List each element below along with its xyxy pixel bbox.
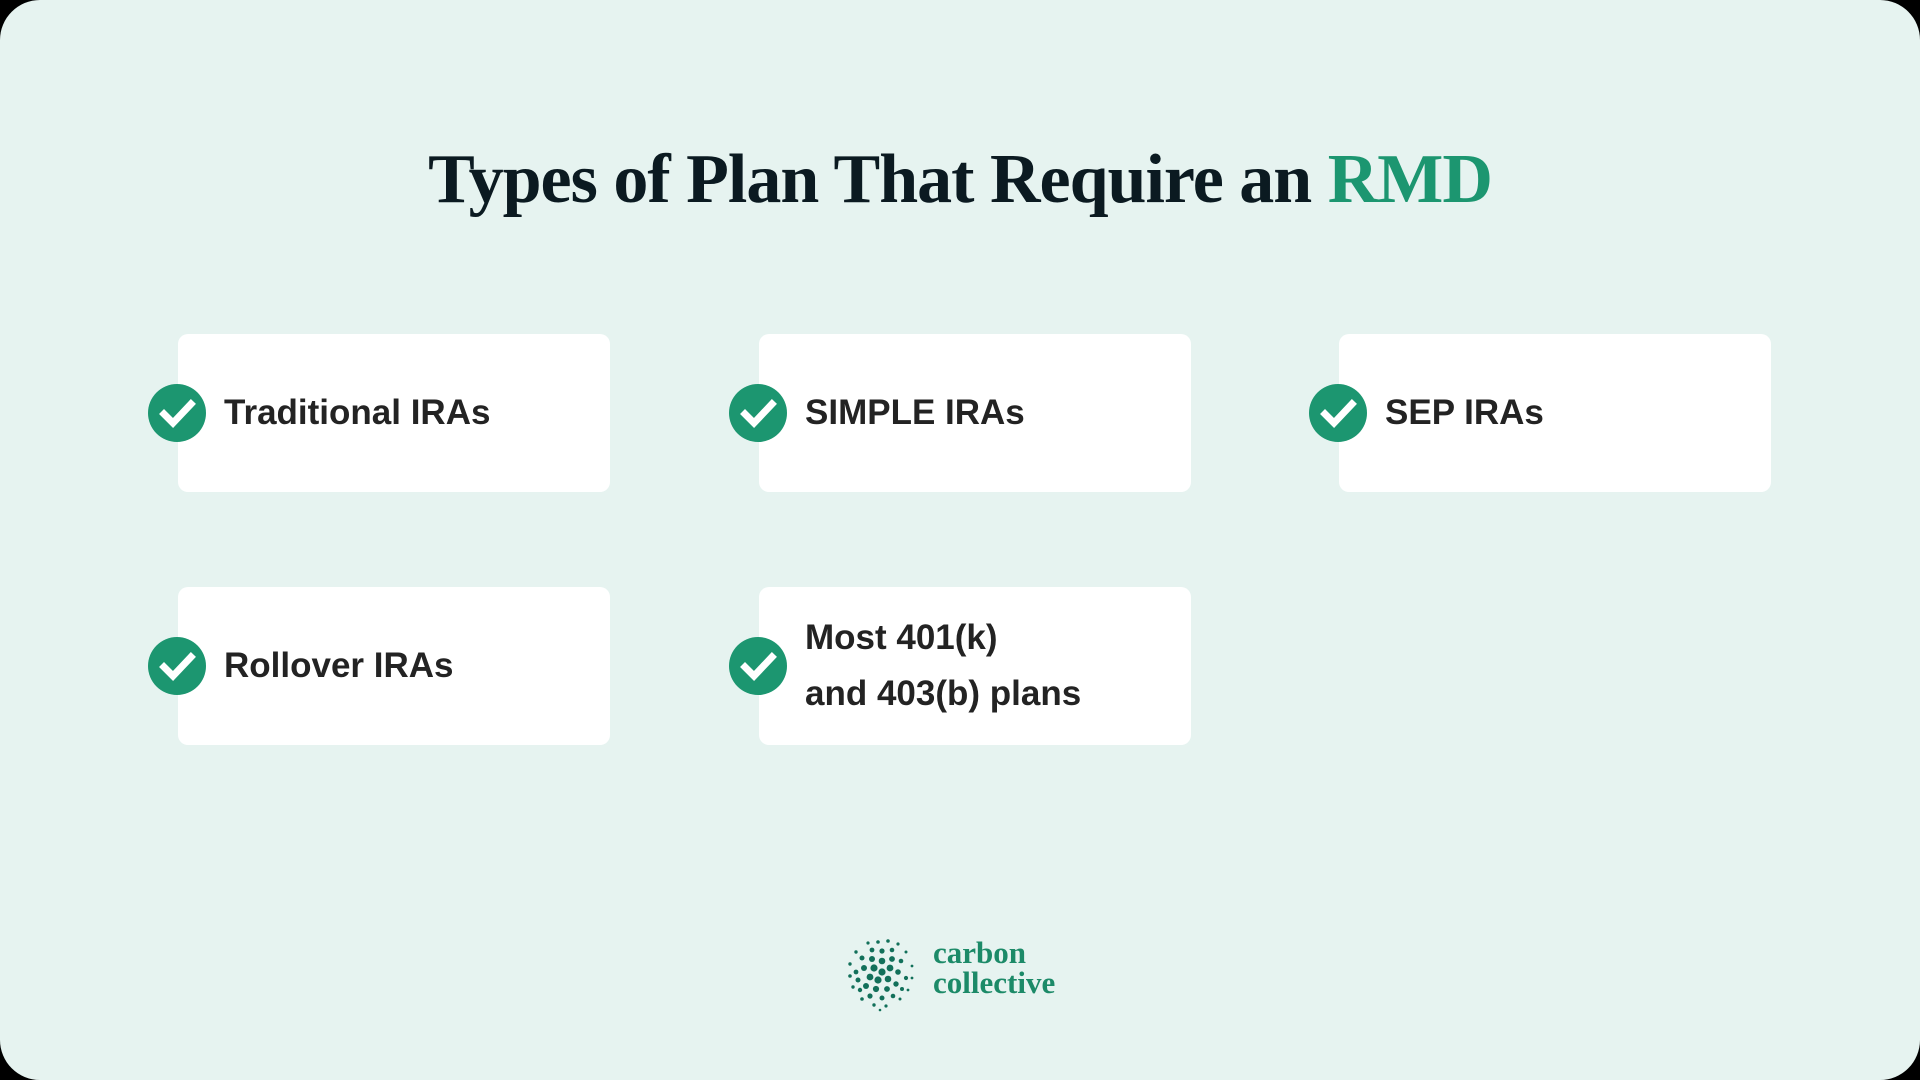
title-accent: RMD (1327, 141, 1493, 218)
page-title: Types of Plan That Require an RMD (0, 138, 1920, 222)
plan-label: Most 401(k) and 403(b) plans (805, 587, 1081, 745)
plan-card-sep-iras: SEP IRAs (1309, 334, 1771, 492)
check-circle-icon (148, 637, 206, 695)
plan-label: SIMPLE IRAs (805, 393, 1025, 432)
carbon-collective-logo: carbon collective (842, 932, 1082, 1012)
plan-label: Traditional IRAs (224, 393, 491, 432)
plan-card-traditional-iras: Traditional IRAs (148, 334, 610, 492)
logo-line-2: collective (933, 965, 1056, 1000)
check-circle-icon (729, 384, 787, 442)
plan-label-line2: and 403(b) plans (805, 674, 1082, 713)
check-circle-icon (148, 384, 206, 442)
title-text: Types of Plan That Require an (428, 141, 1312, 218)
dotted-sphere-logo-icon (848, 939, 914, 1012)
plan-card-rollover-iras: Rollover IRAs (148, 587, 610, 745)
plan-card-simple-iras: SIMPLE IRAs (729, 334, 1191, 492)
check-circle-icon (729, 637, 787, 695)
plan-label: SEP IRAs (1385, 393, 1544, 432)
check-circle-icon (1309, 384, 1367, 442)
plan-card-401k-403b: Most 401(k) and 403(b) plans (729, 587, 1191, 745)
plan-label-line1: Most 401(k) (805, 618, 998, 657)
logo-line-1: carbon (933, 935, 1026, 970)
logo-wordmark: carbon collective (933, 935, 1056, 1000)
plan-label: Rollover IRAs (224, 646, 454, 685)
